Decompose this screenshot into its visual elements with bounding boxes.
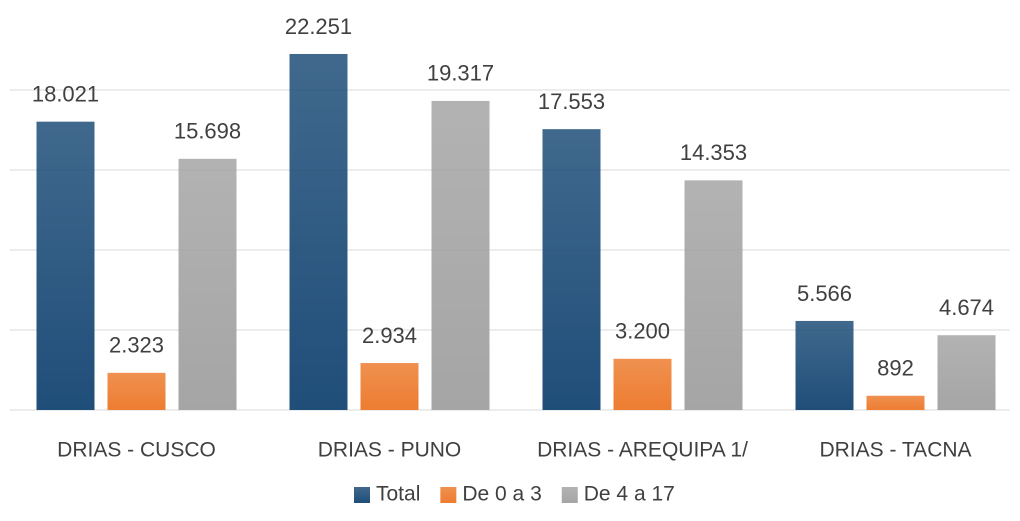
- bar: [107, 372, 166, 410]
- data-label: 3.200: [615, 319, 670, 344]
- bar: [937, 335, 996, 410]
- legend-swatch: [440, 487, 457, 503]
- data-label: 22.251: [285, 14, 352, 39]
- bar: [613, 358, 672, 410]
- legend-label: De 4 a 17: [584, 483, 675, 506]
- bar: [36, 121, 95, 410]
- data-label: 892: [877, 356, 914, 381]
- bar: [178, 158, 237, 410]
- data-label: 2.934: [362, 323, 417, 348]
- x-tick-label: DRIAS - PUNO: [318, 439, 462, 462]
- legend-label: De 0 a 3: [462, 483, 541, 506]
- bar: [684, 180, 743, 410]
- data-label: 18.021: [32, 81, 99, 106]
- bar: [866, 395, 925, 410]
- bar: [795, 320, 854, 410]
- data-label: 15.698: [174, 119, 241, 144]
- bar: [289, 53, 348, 410]
- x-tick-label: DRIAS - TACNA: [819, 439, 971, 462]
- bar: [542, 129, 601, 411]
- data-label: 14.353: [680, 140, 747, 165]
- legend-swatch: [354, 487, 370, 503]
- x-tick-label: DRIAS - AREQUIPA 1/: [537, 439, 748, 462]
- data-label: 5.566: [797, 281, 852, 306]
- legend-label: Total: [376, 483, 420, 506]
- x-tick-label: DRIAS - CUSCO: [57, 439, 216, 462]
- bar: [360, 363, 419, 410]
- data-label: 2.323: [109, 333, 164, 358]
- data-label: 17.553: [538, 89, 605, 114]
- data-label: 19.317: [427, 61, 494, 86]
- bar: [431, 100, 490, 410]
- data-label: 4.674: [939, 295, 994, 320]
- legend-swatch: [561, 487, 578, 503]
